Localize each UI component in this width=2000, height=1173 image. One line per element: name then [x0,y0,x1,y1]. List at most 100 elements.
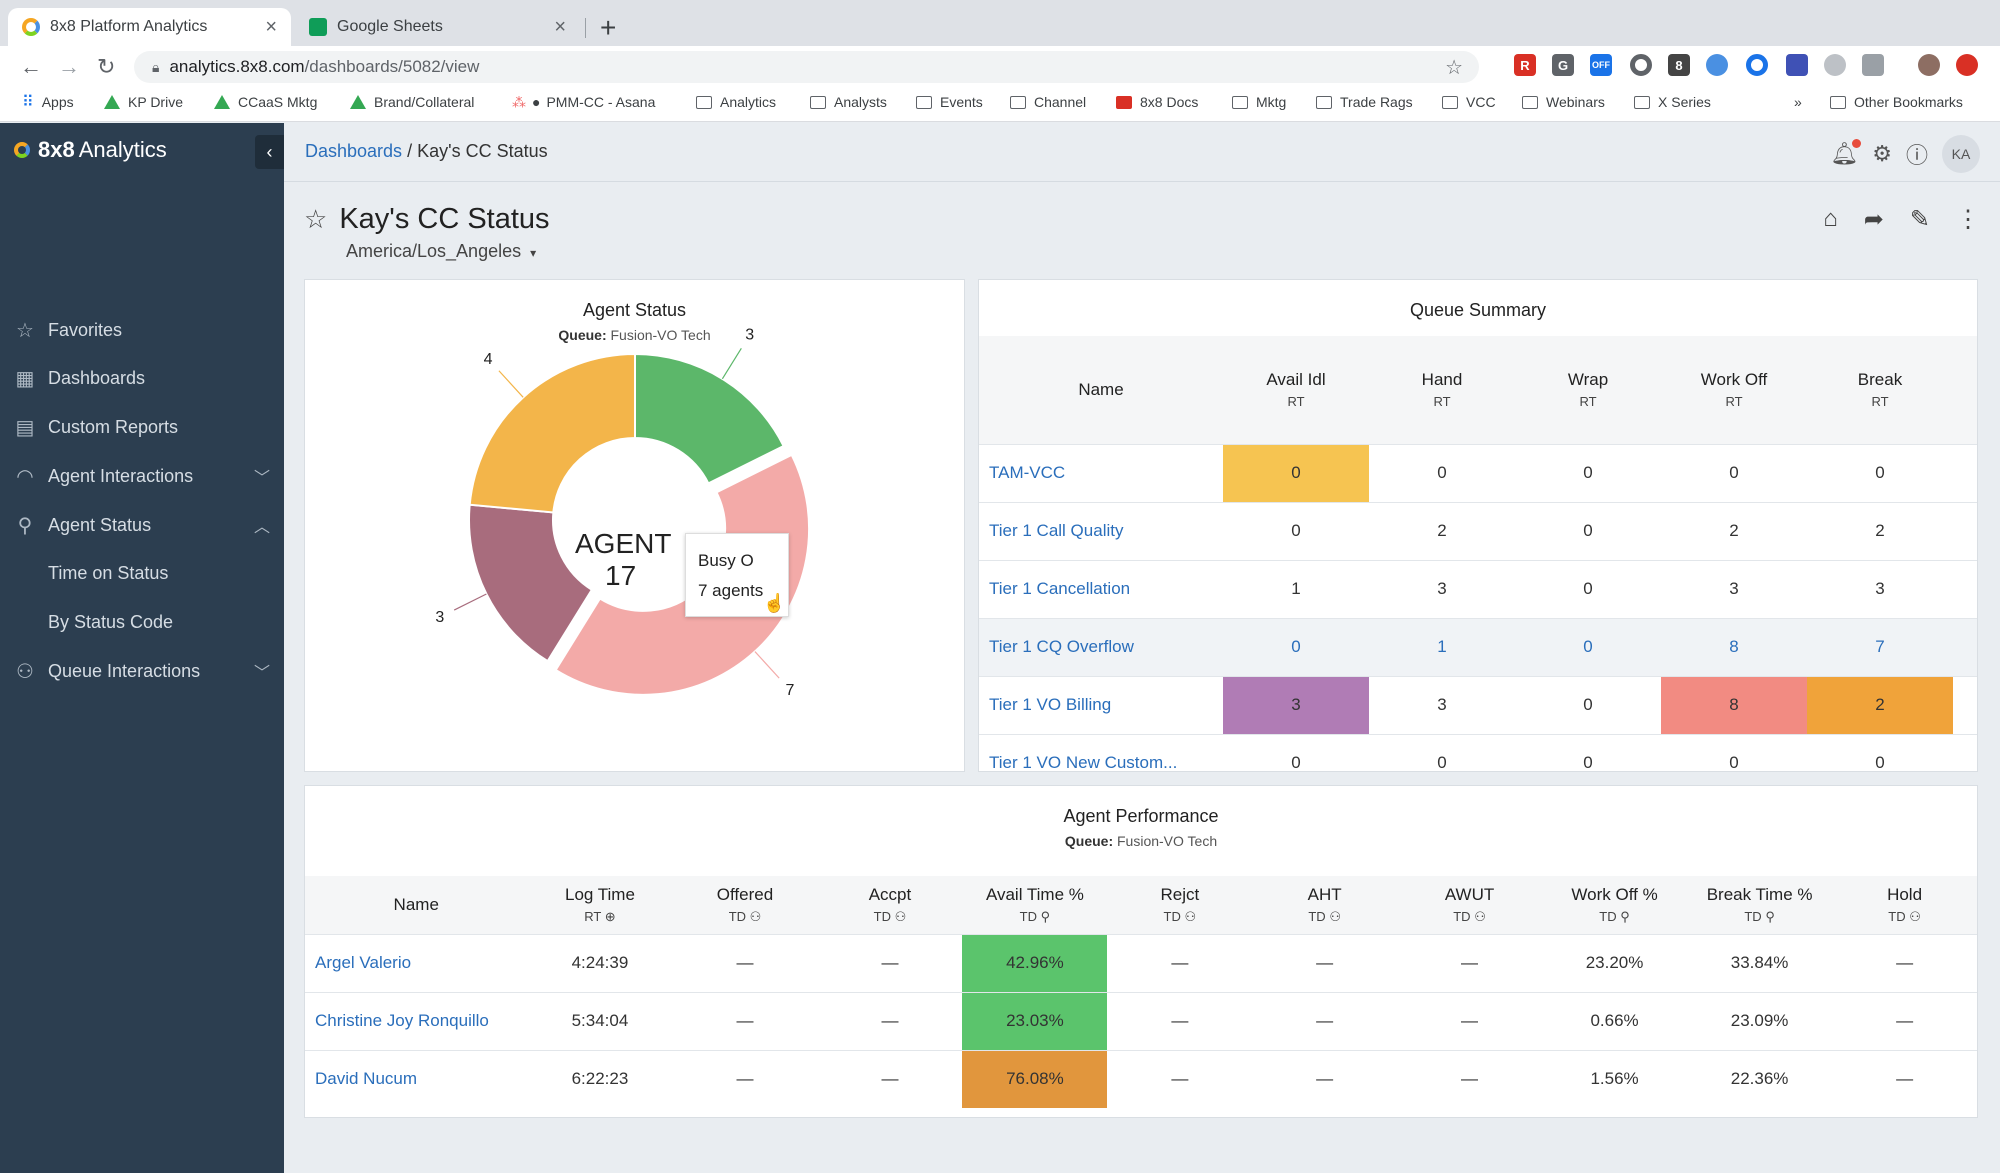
browser-tab-sheets[interactable]: Google Sheets × [295,8,580,46]
table-header-row: Name Log Time RT ⊕ Offered TD ⚇ Accpt TD ⚇ … [305,876,1977,934]
bookmark-x-series[interactable]: X Series [1634,94,1711,110]
col-header-break[interactable]: Break RT [1807,336,1953,444]
group-icon: ⚇ [1474,908,1486,924]
extension-circle-icon[interactable] [1630,54,1652,76]
bookmark-brand-collateral[interactable]: Brand/Collateral [350,94,474,110]
queue-name-link[interactable]: Tier 1 CQ Overflow [979,617,1223,676]
8x8-favicon-icon [22,18,40,36]
notifications-icon[interactable]: 🔔︎ [1830,139,1862,167]
bookmark-other[interactable]: Other Bookmarks [1830,94,1963,110]
more-options-icon[interactable]: ⋮ [1956,206,1980,233]
agent-name-link[interactable]: David Nucum [305,1049,528,1108]
queue-name-link[interactable]: Tier 1 VO Billing [979,675,1223,734]
col-header-accpt[interactable]: Accpt TD ⚇ [817,876,963,934]
extension-card-icon[interactable] [1862,54,1884,76]
col-header-avail-idl[interactable]: Avail Idl RT [1223,336,1369,444]
bookmark-kp-drive[interactable]: KP Drive [104,94,183,110]
bookmark-trade-rags[interactable]: Trade Rags [1316,94,1413,110]
queue-name-link[interactable]: Tier 1 Cancellation [979,559,1223,618]
col-header-rejct[interactable]: Rejct TD ⚇ [1107,876,1253,934]
queue-name-link[interactable]: Tier 1 Call Quality [979,501,1223,560]
bookmark-channel[interactable]: Channel [1010,94,1086,110]
timezone-selector[interactable]: America/Los_Angeles ▾ [346,241,536,262]
col-header-hand[interactable]: Hand RT [1369,336,1515,444]
table-row: Tier 1 VO New Custom... 0 0 0 0 0 [979,733,1977,792]
table-cell: 0 [1515,617,1661,676]
col-header-offered[interactable]: Offered TD ⚇ [672,876,818,934]
bookmark-events[interactable]: Events [916,94,983,110]
col-header-work-off[interactable]: Work Off RT [1661,336,1807,444]
forward-icon[interactable]: → [58,54,80,79]
col-header-wrap[interactable]: Wrap RT [1515,336,1661,444]
help-icon[interactable]: ⓘ [1905,143,1928,168]
col-header-name[interactable]: Name [305,876,528,934]
sidebar-item-by-status-code[interactable]: By Status Code [0,600,284,644]
edit-pencil-icon[interactable]: ✎ [1909,206,1930,233]
agent-name-link[interactable]: Christine Joy Ronquillo [305,991,528,1050]
donut-center-value: 17 [605,560,637,591]
share-icon[interactable]: ➦ [1863,206,1884,233]
extension-blue-icon[interactable] [1706,54,1728,76]
sidebar-item-agent-interactions[interactable]: ◠ Agent Interactions ﹀ [0,454,284,498]
user-avatar[interactable]: KA [1942,135,1980,173]
col-header-avail-time[interactable]: Avail Time % TD ⚲ [962,876,1108,934]
queue-name-link[interactable]: Tier 1 VO New Custom... [979,733,1223,792]
col-header-name[interactable]: Name [979,336,1223,444]
sidebar-item-dashboards[interactable]: ▦ Dashboards [0,356,284,400]
extension-g-icon[interactable]: G [1552,54,1574,76]
sidebar-item-custom-reports[interactable]: ▤ Custom Reports [0,405,284,449]
bookmark-analysts[interactable]: Analysts [810,94,887,110]
close-tab-icon[interactable]: × [265,15,277,38]
bookmark-8x8-docs[interactable]: 8x8 Docs [1116,94,1198,110]
bookmark-ccaas-mktg[interactable]: CCaaS Mktg [214,94,317,110]
donut-leader-line [721,347,742,380]
col-header-hold[interactable]: Hold TD ⚇ [1832,876,1977,934]
new-tab-icon[interactable]: + [600,12,617,43]
bookmark-analytics[interactable]: Analytics [696,94,776,110]
close-tab-icon[interactable]: × [554,15,566,38]
bookmarks-overflow-icon[interactable]: » [1794,94,1802,110]
col-header-log-time[interactable]: Log Time RT ⊕ [527,876,673,934]
back-icon[interactable]: ← [20,54,42,79]
reload-icon[interactable]: ↻ [97,54,116,79]
browser-tab-analytics[interactable]: 8x8 Platform Analytics × [8,8,291,46]
sidebar-item-favorites[interactable]: ☆ Favorites [0,308,284,352]
profile-avatar-icon[interactable] [1918,54,1940,76]
col-header-awut[interactable]: AWUT TD ⚇ [1397,876,1543,934]
bookmark-webinars[interactable]: Webinars [1522,94,1605,110]
bookmark-apps[interactable]: ⠿ Apps [22,94,74,111]
queue-name-link[interactable]: TAM-VCC [979,443,1223,502]
col-header-work-off[interactable]: Work Off % TD ⚲ [1542,876,1688,934]
donut-slice[interactable] [468,352,636,514]
col-header-break-time[interactable]: Break Time % TD ⚲ [1687,876,1833,934]
tooltip-status: Busy O [698,551,754,570]
bookmark-mktg[interactable]: Mktg [1232,94,1286,110]
sidebar-item-label: Agent Status [48,514,152,535]
brand-logo[interactable]: 8x8 Analytics [14,137,167,163]
col-header-aht[interactable]: AHT TD ⚇ [1252,876,1398,934]
sidebar-item-agent-status[interactable]: ⚲ Agent Status ︿ [0,503,284,547]
extension-chat-icon[interactable] [1786,54,1808,76]
agent-name-link[interactable]: Argel Valerio [305,933,528,992]
breadcrumb-dashboards-link[interactable]: Dashboards [305,141,403,161]
extension-red-icon[interactable] [1956,54,1978,76]
extension-8-icon[interactable]: 8 [1668,54,1690,76]
settings-gear-icon[interactable]: ⚙ [1872,141,1892,166]
sidebar-item-queue-interactions[interactable]: ⚇ Queue Interactions ﹀ [0,649,284,693]
extension-gray-icon[interactable] [1824,54,1846,76]
extension-ring-icon[interactable] [1746,54,1768,76]
sidebar-item-time-on-status[interactable]: Time on Status [0,551,284,595]
extension-off-icon[interactable]: OFF [1590,54,1612,76]
bookmark-star-icon[interactable]: ☆ [1445,56,1463,79]
address-bar[interactable]: 🔒︎ analytics.8x8.com/dashboards/5082/vie… [134,51,1479,83]
home-icon[interactable]: ⌂ [1823,205,1838,232]
bookmark-asana[interactable]: ⁂ ● PMM-CC - Asana [512,93,656,111]
donut-slice[interactable] [468,503,594,663]
favorite-star-icon[interactable]: ☆ [304,204,328,234]
bookmark-vcc[interactable]: VCC [1442,94,1496,110]
extension-r-icon[interactable]: R [1514,54,1536,76]
brand-bold: 8x8 [38,137,75,162]
donut-slice[interactable] [634,352,785,485]
collapse-sidebar-button[interactable]: ‹ [255,135,284,169]
